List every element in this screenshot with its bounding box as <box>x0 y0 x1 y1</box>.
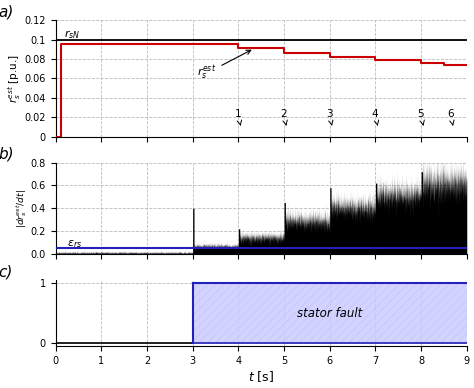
Text: b): b) <box>0 147 14 162</box>
Text: 1: 1 <box>235 109 242 125</box>
Text: stator fault: stator fault <box>297 307 362 320</box>
Text: 3: 3 <box>326 109 333 125</box>
Y-axis label: $|dr_s^{est}/dt|$: $|dr_s^{est}/dt|$ <box>14 189 29 228</box>
X-axis label: $t$ [s]: $t$ [s] <box>248 369 274 384</box>
Y-axis label: $r_s^{est}$ [p.u.]: $r_s^{est}$ [p.u.] <box>6 54 23 103</box>
Text: $\varepsilon_{rs}$: $\varepsilon_{rs}$ <box>67 239 82 250</box>
Text: 6: 6 <box>447 109 454 125</box>
Text: c): c) <box>0 264 12 279</box>
Text: 4: 4 <box>372 109 379 125</box>
Text: 2: 2 <box>281 109 287 125</box>
Text: $r_s^{est}$: $r_s^{est}$ <box>197 50 251 82</box>
Text: 5: 5 <box>418 109 424 125</box>
Text: a): a) <box>0 4 13 19</box>
Text: $r_{sN}$: $r_{sN}$ <box>64 28 80 41</box>
